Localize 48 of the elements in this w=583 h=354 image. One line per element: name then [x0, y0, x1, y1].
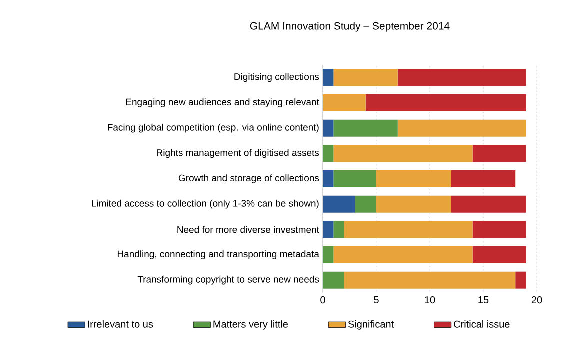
bar: [334, 246, 473, 264]
bar: [323, 145, 334, 162]
chart-title: GLAM Innovation Study – September 2014: [250, 22, 450, 32]
x-tick-label: 10: [425, 296, 436, 304]
legend-label: Significant: [348, 320, 394, 330]
bar: [451, 196, 526, 213]
legend-label: Irrelevant to us: [88, 320, 154, 328]
y-tick-label: Need for more diverse investment: [178, 226, 320, 234]
bar: [323, 246, 334, 264]
bar: [451, 170, 516, 188]
x-tick-label: 0: [320, 296, 326, 304]
legend-label: Matters very little: [214, 320, 288, 330]
bar: [334, 145, 473, 162]
y-tick-label: Transforming copyright to serve new needs: [138, 276, 320, 285]
bar: [376, 196, 452, 213]
bar: [472, 221, 526, 238]
bar: [323, 94, 366, 112]
bar: [344, 221, 473, 238]
y-tick-label: Digitising collections: [234, 73, 320, 82]
bar: [323, 120, 334, 137]
bar: [323, 272, 344, 289]
bar: [323, 69, 334, 86]
bar: [472, 246, 526, 264]
bar: [334, 69, 398, 86]
y-tick-label: Limited access to collection (only 1-3% can be shown): [92, 200, 319, 209]
y-tick-label: Facing global competition (esp. via online content): [108, 124, 319, 133]
legend-label: Critical issue: [454, 320, 510, 328]
y-tick-label: Rights management of digitised assets: [157, 149, 320, 158]
bar: [366, 94, 526, 112]
bar: [323, 170, 334, 188]
bar: [398, 69, 526, 86]
bar: [398, 120, 526, 137]
x-tick-label: 20: [532, 296, 542, 304]
bar: [334, 221, 344, 238]
bar: [334, 170, 376, 188]
y-tick-label: Growth and storage of collections: [178, 174, 320, 184]
bar: [344, 272, 516, 289]
bar: [472, 145, 526, 162]
bar: [516, 272, 526, 289]
x-tick-label: 15: [478, 296, 489, 304]
bar: [323, 221, 334, 238]
x-tick-label: 5: [374, 296, 379, 304]
bar: [355, 196, 376, 213]
bar: [334, 120, 398, 137]
y-tick-label: Engaging new audiences and staying relevant: [126, 98, 320, 108]
bar: [376, 170, 452, 188]
y-tick-label: Handling, connecting and transporting metadata: [118, 250, 320, 260]
bar: [323, 196, 356, 213]
